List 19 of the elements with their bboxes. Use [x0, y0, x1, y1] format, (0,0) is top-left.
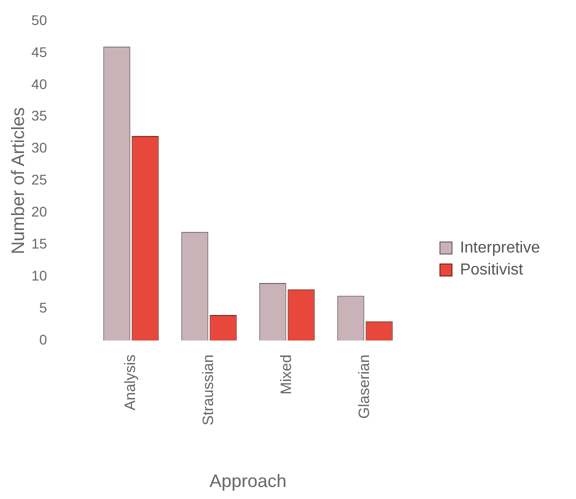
- legend-label: Interpretive: [460, 239, 540, 256]
- y-tick-label: 30: [31, 140, 48, 156]
- y-tick-label: 10: [31, 267, 48, 284]
- x-tick-label: Analysis: [122, 354, 140, 410]
- y-tick-label: 50: [31, 12, 48, 28]
- legend-label: Positivist: [460, 261, 524, 278]
- y-tick-label: 35: [31, 108, 48, 124]
- y-tick-label: 25: [31, 172, 48, 188]
- y-tick-label: 5: [39, 299, 48, 316]
- x-tick-label: Straussian: [200, 354, 218, 426]
- x-tick-label: Glaserian: [356, 354, 374, 419]
- x-tick-label: Mixed: [278, 354, 296, 395]
- x-axis-title: Approach: [209, 471, 287, 492]
- y-tick-label: 0: [39, 331, 48, 348]
- y-tick-label: 45: [31, 44, 48, 60]
- y-tick-label: 15: [31, 236, 48, 252]
- y-tick-label: 40: [31, 76, 48, 92]
- y-tick-label: 20: [31, 204, 48, 220]
- y-axis-title: Number of Articles: [8, 107, 28, 254]
